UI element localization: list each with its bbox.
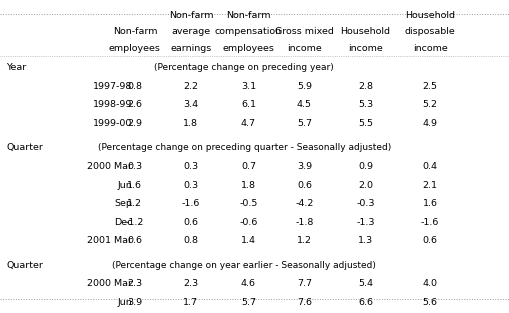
Text: 0.6: 0.6 bbox=[127, 237, 143, 245]
Text: 5.5: 5.5 bbox=[358, 119, 373, 128]
Text: Jun: Jun bbox=[118, 181, 132, 190]
Text: 6.1: 6.1 bbox=[241, 100, 256, 110]
Text: 2.6: 2.6 bbox=[127, 100, 143, 110]
Text: Household: Household bbox=[341, 27, 390, 36]
Text: 6.6: 6.6 bbox=[358, 298, 373, 307]
Text: earnings: earnings bbox=[170, 44, 212, 53]
Text: 4.6: 4.6 bbox=[241, 280, 256, 288]
Text: 7.6: 7.6 bbox=[297, 298, 312, 307]
Text: employees: employees bbox=[109, 44, 161, 53]
Text: 3.9: 3.9 bbox=[297, 162, 312, 171]
Text: employees: employees bbox=[222, 44, 274, 53]
Text: 5.4: 5.4 bbox=[358, 280, 373, 288]
Text: 4.9: 4.9 bbox=[422, 119, 438, 128]
Text: 0.8: 0.8 bbox=[183, 237, 199, 245]
Text: 1.7: 1.7 bbox=[183, 298, 199, 307]
Text: disposable: disposable bbox=[405, 27, 456, 36]
Text: 2001 Mar: 2001 Mar bbox=[88, 237, 132, 245]
Text: 1998-99: 1998-99 bbox=[93, 100, 132, 110]
Text: 0.9: 0.9 bbox=[358, 162, 373, 171]
Text: 1999-00: 1999-00 bbox=[93, 119, 132, 128]
Text: 1.3: 1.3 bbox=[358, 237, 373, 245]
Text: -0.5: -0.5 bbox=[239, 199, 258, 208]
Text: 1.8: 1.8 bbox=[241, 181, 256, 190]
Text: 2.2: 2.2 bbox=[183, 82, 199, 91]
Text: 1997-98: 1997-98 bbox=[93, 82, 132, 91]
Text: Non-farm: Non-farm bbox=[226, 11, 271, 20]
Text: 0.3: 0.3 bbox=[183, 181, 199, 190]
Text: 5.7: 5.7 bbox=[297, 119, 312, 128]
Text: income: income bbox=[348, 44, 383, 53]
Text: 2000 Mar: 2000 Mar bbox=[88, 162, 132, 171]
Text: 2.9: 2.9 bbox=[127, 119, 143, 128]
Text: 2.0: 2.0 bbox=[358, 181, 373, 190]
Text: 5.9: 5.9 bbox=[297, 82, 312, 91]
Text: 0.6: 0.6 bbox=[183, 218, 199, 227]
Text: 0.3: 0.3 bbox=[127, 162, 143, 171]
Text: -0.3: -0.3 bbox=[356, 199, 375, 208]
Text: -4.2: -4.2 bbox=[295, 199, 314, 208]
Text: 5.7: 5.7 bbox=[241, 298, 256, 307]
Text: 0.8: 0.8 bbox=[127, 82, 143, 91]
Text: 5.3: 5.3 bbox=[358, 100, 373, 110]
Text: 4.7: 4.7 bbox=[241, 119, 256, 128]
Text: 0.6: 0.6 bbox=[297, 181, 312, 190]
Text: 2.3: 2.3 bbox=[183, 280, 199, 288]
Text: 1.6: 1.6 bbox=[422, 199, 438, 208]
Text: 7.7: 7.7 bbox=[297, 280, 312, 288]
Text: 2.8: 2.8 bbox=[358, 82, 373, 91]
Text: -1.8: -1.8 bbox=[295, 218, 314, 227]
Text: -1.2: -1.2 bbox=[126, 218, 144, 227]
Text: 4.5: 4.5 bbox=[297, 100, 312, 110]
Text: -0.6: -0.6 bbox=[239, 218, 258, 227]
Text: 3.1: 3.1 bbox=[241, 82, 256, 91]
Text: Sep: Sep bbox=[115, 199, 132, 208]
Text: 1.2: 1.2 bbox=[297, 237, 312, 245]
Text: Quarter: Quarter bbox=[6, 143, 43, 152]
Text: 3.9: 3.9 bbox=[127, 298, 143, 307]
Text: 2.3: 2.3 bbox=[127, 280, 143, 288]
Text: 3.4: 3.4 bbox=[183, 100, 199, 110]
Text: 0.7: 0.7 bbox=[241, 162, 256, 171]
Text: 2.1: 2.1 bbox=[422, 181, 438, 190]
Text: -1.6: -1.6 bbox=[182, 199, 200, 208]
Text: (Percentage change on preceding quarter - Seasonally adjusted): (Percentage change on preceding quarter … bbox=[98, 143, 391, 152]
Text: (Percentage change on preceding year): (Percentage change on preceding year) bbox=[154, 63, 334, 72]
Text: Household: Household bbox=[405, 11, 455, 20]
Text: income: income bbox=[413, 44, 447, 53]
Text: 5.2: 5.2 bbox=[422, 100, 438, 110]
Text: 4.0: 4.0 bbox=[422, 280, 438, 288]
Text: -1.3: -1.3 bbox=[356, 218, 375, 227]
Text: 1.8: 1.8 bbox=[183, 119, 199, 128]
Text: Jun: Jun bbox=[118, 298, 132, 307]
Text: 2000 Mar: 2000 Mar bbox=[88, 280, 132, 288]
Text: Non-farm: Non-farm bbox=[168, 11, 213, 20]
Text: Year: Year bbox=[6, 63, 26, 72]
Text: income: income bbox=[287, 44, 322, 53]
Text: 0.3: 0.3 bbox=[183, 162, 199, 171]
Text: compensation: compensation bbox=[215, 27, 282, 36]
Text: Non-farm: Non-farm bbox=[112, 27, 157, 36]
Text: (Percentage change on year earlier - Seasonally adjusted): (Percentage change on year earlier - Sea… bbox=[112, 261, 376, 270]
Text: Quarter: Quarter bbox=[6, 261, 43, 270]
Text: 2.5: 2.5 bbox=[422, 82, 438, 91]
Text: 1.2: 1.2 bbox=[127, 199, 143, 208]
Text: 1.6: 1.6 bbox=[127, 181, 143, 190]
Text: 5.6: 5.6 bbox=[422, 298, 438, 307]
Text: 0.6: 0.6 bbox=[422, 237, 438, 245]
Text: Dec: Dec bbox=[114, 218, 132, 227]
Text: average: average bbox=[172, 27, 210, 36]
Text: 0.4: 0.4 bbox=[422, 162, 438, 171]
Text: -1.6: -1.6 bbox=[421, 218, 439, 227]
Text: 1.4: 1.4 bbox=[241, 237, 256, 245]
Text: Gross mixed: Gross mixed bbox=[275, 27, 334, 36]
